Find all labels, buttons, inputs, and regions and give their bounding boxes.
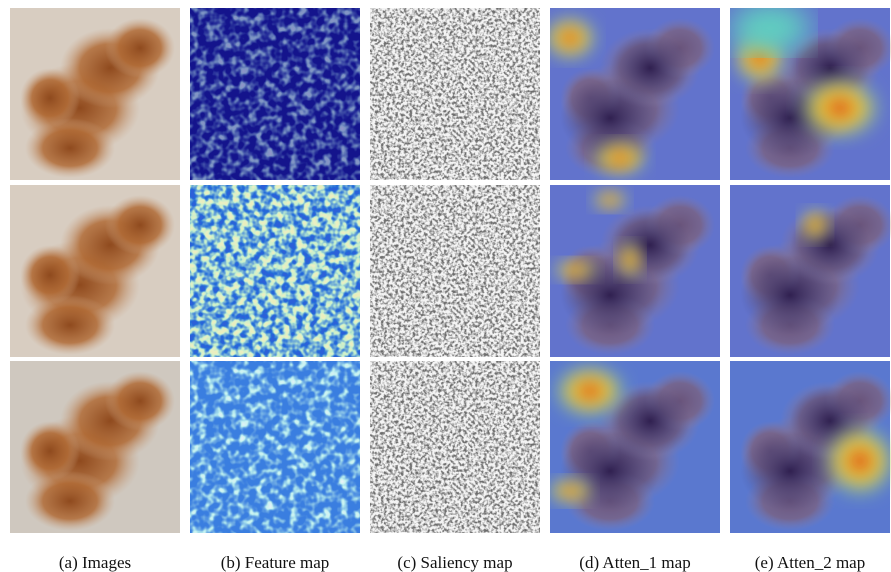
blob — [616, 240, 644, 280]
panel — [730, 185, 891, 357]
texture — [370, 361, 540, 533]
caption: (a) Images — [59, 553, 131, 572]
blob — [550, 361, 630, 421]
panel — [370, 8, 540, 180]
panel — [545, 361, 720, 533]
blob — [610, 33, 690, 103]
panel — [540, 8, 720, 180]
texture — [370, 185, 540, 357]
blob — [25, 295, 115, 355]
panel — [10, 185, 180, 357]
panel — [190, 361, 360, 533]
blob — [730, 3, 810, 53]
panel — [10, 361, 180, 533]
texture — [190, 361, 360, 533]
texture — [190, 8, 360, 180]
blob — [590, 188, 630, 212]
panel — [370, 185, 540, 357]
blob — [20, 421, 80, 481]
panel — [550, 185, 720, 357]
blob — [550, 258, 600, 282]
blob — [105, 18, 175, 78]
blob — [105, 195, 175, 255]
blob — [105, 371, 175, 431]
blob — [540, 13, 600, 63]
blob — [799, 207, 831, 243]
blob — [795, 73, 885, 143]
blob — [20, 68, 80, 128]
panel — [190, 185, 360, 357]
panel — [190, 8, 360, 180]
blob — [25, 471, 115, 531]
caption: (e) Atten_2 map — [755, 553, 865, 572]
figure: (a) Images (b) Feature map (c) Saliency ma… — [0, 0, 891, 572]
panel — [730, 361, 891, 533]
texture — [370, 8, 540, 180]
panel — [10, 8, 180, 180]
blob — [20, 245, 80, 305]
blob — [590, 138, 650, 178]
blob — [545, 476, 595, 506]
caption: (c) Saliency map — [397, 553, 512, 572]
blob — [25, 118, 115, 178]
captions: (a) Images (b) Feature map (c) Saliency ma… — [59, 553, 865, 572]
panel — [370, 361, 540, 533]
panel — [730, 3, 891, 180]
caption: (d) Atten_1 map — [579, 553, 690, 572]
caption: (b) Feature map — [221, 553, 330, 572]
texture — [190, 185, 360, 357]
